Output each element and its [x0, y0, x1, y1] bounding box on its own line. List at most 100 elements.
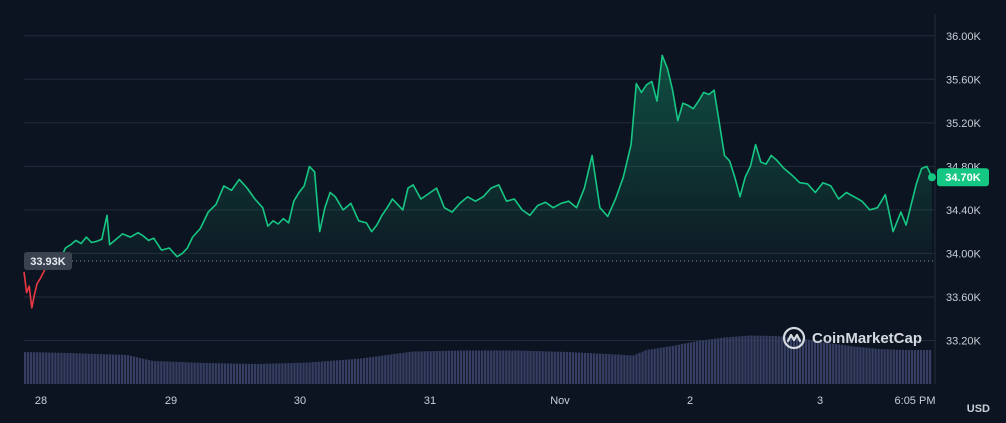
volume-bar [922, 350, 926, 384]
volume-bar [232, 363, 236, 384]
volume-bar [438, 350, 441, 384]
volume-bar [919, 350, 923, 384]
volume-bar [765, 335, 768, 384]
volume-bar [810, 340, 814, 384]
volume-bar [33, 352, 36, 384]
volume-bar [99, 354, 102, 384]
volume-bar [372, 356, 375, 384]
volume-bar [883, 349, 886, 384]
volume-bar [205, 363, 208, 384]
volume-bar [686, 342, 690, 384]
volume-bar [320, 361, 323, 384]
volume-bar [160, 361, 163, 384]
volume-bar [36, 352, 39, 384]
volume-bar [877, 348, 880, 384]
volume-bar [729, 337, 732, 384]
volume-bar [723, 337, 726, 384]
volume-bar [411, 351, 414, 384]
price-area [44, 55, 933, 270]
volume-bar [51, 352, 54, 384]
volume-bar [596, 353, 599, 384]
volume-bar [420, 351, 423, 384]
volume-bar [135, 357, 139, 384]
volume-bar [726, 337, 729, 384]
volume-bar [795, 338, 799, 384]
volume-bar [81, 353, 84, 384]
volume-bar [732, 336, 735, 384]
x-tick-label: 29 [165, 395, 177, 407]
volume-bar [39, 352, 42, 384]
volume-bar [880, 349, 883, 384]
volume-bar [202, 362, 205, 384]
volume-bar [453, 350, 457, 384]
y-tick-label: 34.40K [946, 205, 982, 217]
volume-bar [142, 358, 145, 384]
volume-bar [832, 343, 835, 384]
volume-bar [196, 362, 199, 384]
volume-bar [30, 352, 33, 384]
volume-bar [910, 350, 914, 384]
volume-bar [928, 350, 932, 384]
volume-bar [750, 335, 753, 384]
volume-bar [532, 350, 535, 384]
volume-bar [680, 344, 684, 384]
volume-bar [408, 351, 411, 384]
volume-bar [741, 336, 744, 384]
volume-bar [571, 352, 575, 384]
volume-bar [57, 352, 60, 384]
volume-bar [559, 351, 562, 384]
volume-bar [148, 360, 151, 384]
volume-bar [871, 348, 874, 384]
volume-bar [471, 350, 475, 384]
volume-bar [302, 362, 305, 384]
volume-bar [544, 351, 547, 384]
coinmarketcap-watermark: CoinMarketCap [782, 326, 922, 350]
volume-bar [241, 363, 245, 384]
volume-bar [838, 344, 841, 384]
volume-bar [798, 338, 802, 384]
volume-bar [804, 339, 808, 384]
volume-bar [656, 348, 659, 384]
y-tick-label: 35.20K [946, 118, 982, 130]
volume-bar [359, 358, 363, 384]
volume-bar [308, 362, 311, 384]
volume-bar [481, 350, 484, 384]
volume-bar [771, 335, 774, 384]
volume-bar [786, 337, 789, 384]
volume-bar [287, 363, 290, 384]
volume-bar [417, 351, 420, 384]
currency-label: USD [966, 403, 990, 415]
volume-bar [714, 338, 717, 384]
volume-bar [514, 350, 517, 384]
volume-bar [568, 352, 572, 384]
price-area-fill [44, 55, 933, 270]
volume-bar [362, 358, 366, 384]
volume-bar [184, 362, 187, 384]
volume-bar [641, 351, 644, 384]
volume-bar [305, 362, 308, 384]
volume-bar [468, 350, 472, 384]
volume-bar [904, 350, 907, 384]
volume-bar [505, 350, 508, 384]
volume-bar [66, 352, 69, 384]
volume-bar [620, 354, 623, 384]
volume-bar [617, 354, 620, 384]
volume-bar [90, 353, 93, 384]
x-tick-label: 6:05 PM [895, 395, 936, 407]
volume-bar [335, 360, 338, 384]
volume-bar [807, 339, 811, 384]
price-line [23, 54, 936, 309]
volume-bar [698, 340, 702, 384]
volume-bar [768, 335, 771, 384]
volume-bar [369, 357, 372, 384]
volume-bar [708, 339, 711, 384]
volume-bar [429, 351, 432, 384]
volume-bar [169, 361, 172, 384]
x-axis: 28 29 30 31 Nov 2 3 6:05 PM [35, 395, 936, 407]
volume-bar [529, 350, 532, 384]
volume-bar [753, 335, 756, 384]
volume-bar [254, 363, 257, 384]
volume-bar [523, 350, 526, 384]
volume-bar [538, 351, 541, 384]
